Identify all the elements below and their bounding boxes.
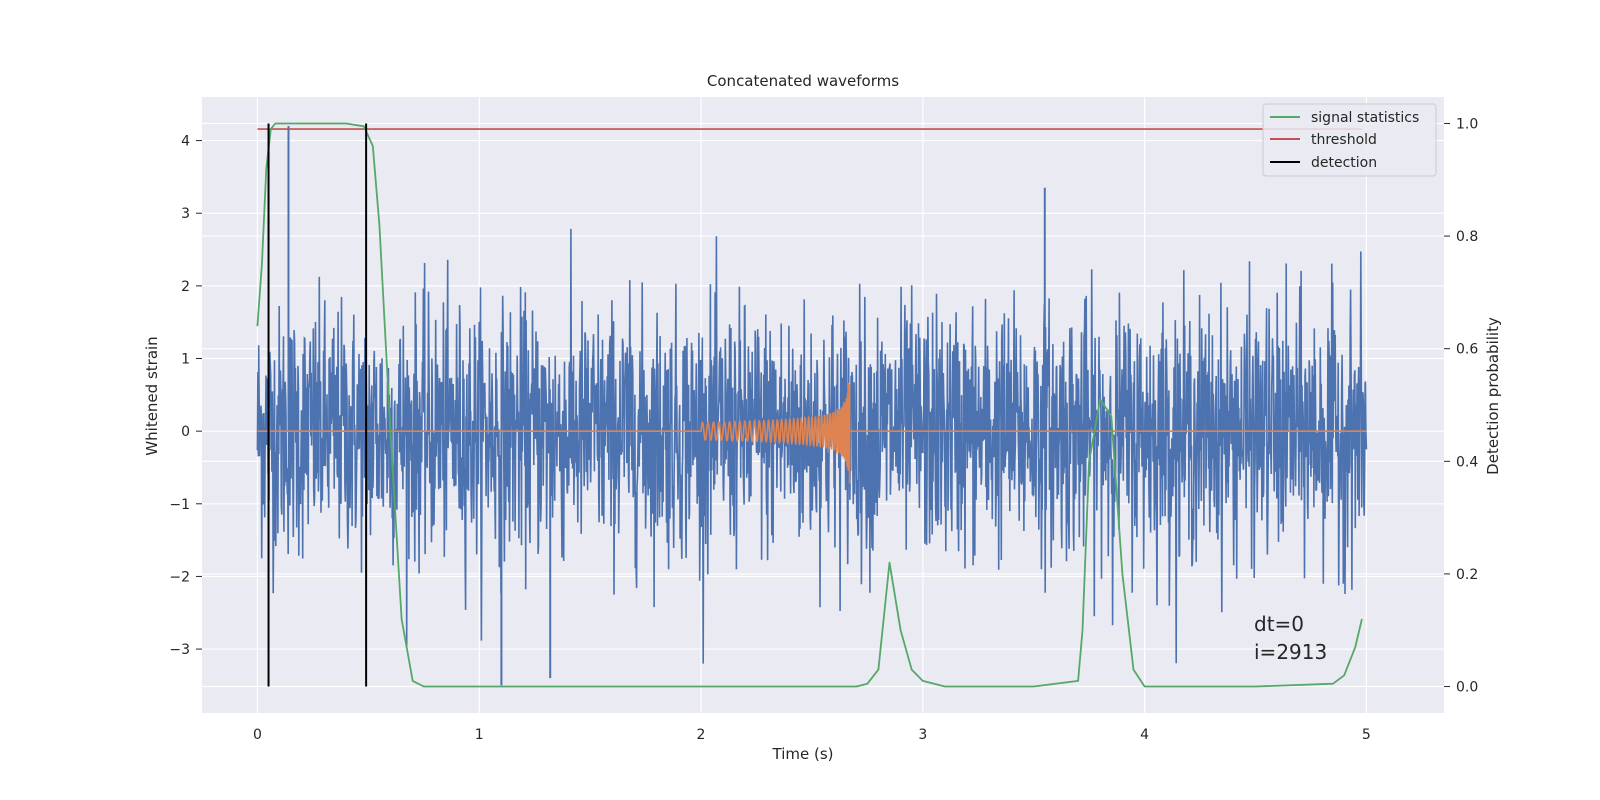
y2-tick-label: 0.2 (1456, 567, 1478, 583)
legend-label-signal-statistics: signal statistics (1311, 110, 1419, 126)
y2-axis-label: Detection probability (1484, 317, 1502, 475)
annotation: dt=0 i=2913 (1254, 612, 1327, 664)
annotation-i: i=2913 (1254, 640, 1327, 664)
y-tick-label: 3 (181, 206, 190, 222)
x-tick-label: 5 (1362, 727, 1371, 743)
y2-tick-label: 0.8 (1456, 229, 1478, 245)
series-whitened-strain (256, 228, 1368, 664)
legend-label-threshold: threshold (1311, 132, 1377, 148)
y-axis-label: Whitened strain (143, 336, 161, 455)
legend: signal statistics threshold detection (1262, 103, 1437, 177)
annotation-dt: dt=0 (1254, 612, 1304, 636)
series-signal-statistics (256, 122, 1363, 688)
y-tick-label: 1 (181, 352, 190, 368)
y2-tick-label: 1.0 (1456, 116, 1478, 132)
series-injected-signal (257, 382, 1367, 484)
y2-tick-label: 0.4 (1456, 454, 1478, 470)
x-tick-label: 4 (1140, 727, 1149, 743)
x-axis-label: Time (s) (772, 745, 834, 763)
y-tick-label: 2 (181, 279, 190, 295)
x-tick-label: 0 (253, 727, 262, 743)
y-tick-label: 4 (181, 134, 190, 150)
legend-box (1262, 103, 1437, 177)
y-tick-label: −2 (169, 569, 190, 585)
x-tick-label: 3 (918, 727, 927, 743)
chart-title: Concatenated waveforms (707, 72, 899, 90)
x-tick-label: 1 (475, 727, 484, 743)
y2-tick-label: 0.6 (1456, 342, 1478, 358)
y2-tick-label: 0.0 (1456, 680, 1478, 696)
x-tick-label: 2 (697, 727, 706, 743)
y-tick-label: 0 (181, 424, 190, 440)
y-tick-label: −3 (169, 642, 190, 658)
y-tick-label: −1 (169, 497, 190, 513)
legend-label-detection: detection (1311, 155, 1377, 171)
